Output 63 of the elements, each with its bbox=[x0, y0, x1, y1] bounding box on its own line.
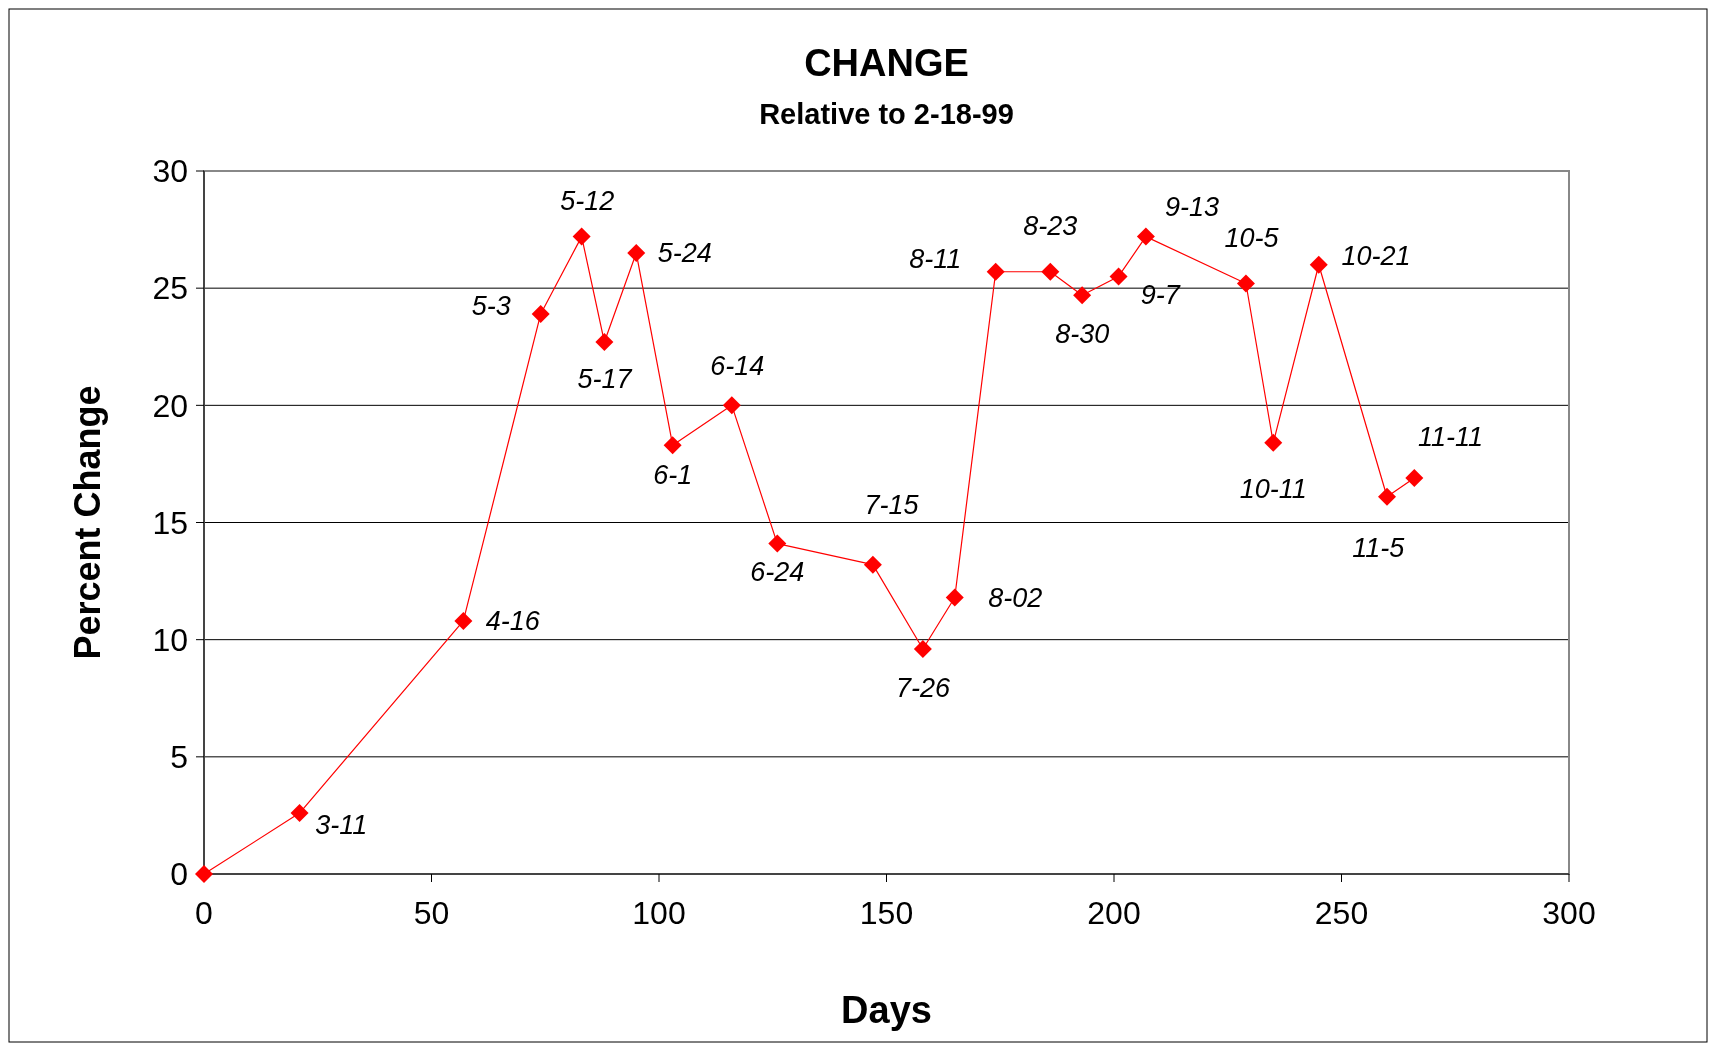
point bbox=[290, 804, 309, 823]
x-tick-label: 250 bbox=[1314, 895, 1369, 931]
point bbox=[663, 436, 682, 455]
x-axis-title: Days bbox=[841, 989, 932, 1031]
annotation: 10-21 bbox=[1341, 241, 1411, 272]
point bbox=[863, 555, 882, 574]
y-tick-label: 20 bbox=[152, 387, 188, 424]
annotation: 6-24 bbox=[750, 556, 805, 587]
point bbox=[1109, 267, 1128, 286]
annotation: 3-11 bbox=[315, 809, 368, 840]
x-tick-label: 50 bbox=[413, 895, 450, 931]
x-tick-label: 0 bbox=[195, 895, 213, 931]
x-tick-label: 200 bbox=[1087, 895, 1141, 931]
annotation: 7-15 bbox=[864, 489, 920, 520]
chart-subtitle: Relative to 2-18-99 bbox=[759, 98, 1014, 130]
annotation: 11-5 bbox=[1352, 532, 1406, 563]
x-tick-label: 100 bbox=[632, 895, 686, 931]
x-tick-label: 150 bbox=[859, 895, 914, 931]
point bbox=[1405, 468, 1424, 487]
point bbox=[1136, 227, 1155, 246]
annotation: 5-12 bbox=[560, 185, 615, 216]
point bbox=[722, 396, 741, 415]
point bbox=[195, 865, 213, 883]
point bbox=[913, 640, 932, 659]
annotation: 10-5 bbox=[1224, 222, 1280, 253]
point bbox=[627, 244, 646, 263]
point bbox=[454, 611, 473, 630]
point bbox=[1041, 262, 1060, 281]
point bbox=[1264, 433, 1283, 452]
y-tick-label: 30 bbox=[152, 153, 188, 190]
y-tick-label: 0 bbox=[170, 856, 188, 893]
x-tick-label: 300 bbox=[1542, 895, 1596, 931]
annotation: 8-30 bbox=[1055, 319, 1110, 350]
point bbox=[531, 304, 550, 323]
point bbox=[572, 227, 591, 246]
annotation: 5-3 bbox=[471, 290, 511, 321]
point bbox=[945, 588, 964, 607]
point bbox=[1236, 274, 1255, 293]
point bbox=[595, 333, 614, 352]
y-axis-title: Percent Change bbox=[67, 385, 108, 660]
annotation: 9-13 bbox=[1165, 192, 1220, 223]
chart-title: CHANGE bbox=[804, 42, 969, 84]
annotation: 11-11 bbox=[1418, 421, 1484, 452]
point bbox=[986, 262, 1005, 281]
annotation: 6-1 bbox=[653, 460, 693, 491]
point bbox=[1309, 255, 1328, 274]
point bbox=[768, 534, 787, 553]
annotation: 9-7 bbox=[1140, 279, 1181, 310]
annotation: 5-17 bbox=[577, 363, 633, 394]
y-tick-label: 15 bbox=[152, 504, 188, 541]
annotation: 6-14 bbox=[710, 351, 765, 382]
y-tick-label: 25 bbox=[152, 270, 188, 307]
annotation: 5-24 bbox=[657, 238, 712, 269]
annotation: 7-26 bbox=[895, 672, 951, 703]
y-tick-label: 10 bbox=[152, 621, 188, 658]
annotation: 8-02 bbox=[988, 582, 1043, 613]
annotation: 4-16 bbox=[485, 606, 541, 637]
point bbox=[1378, 487, 1396, 506]
annotation: 8-23 bbox=[1023, 211, 1078, 242]
y-tick-label: 5 bbox=[170, 739, 188, 776]
annotation: 10-11 bbox=[1239, 474, 1307, 505]
annotation: 8-11 bbox=[909, 244, 962, 275]
point bbox=[1073, 286, 1092, 305]
